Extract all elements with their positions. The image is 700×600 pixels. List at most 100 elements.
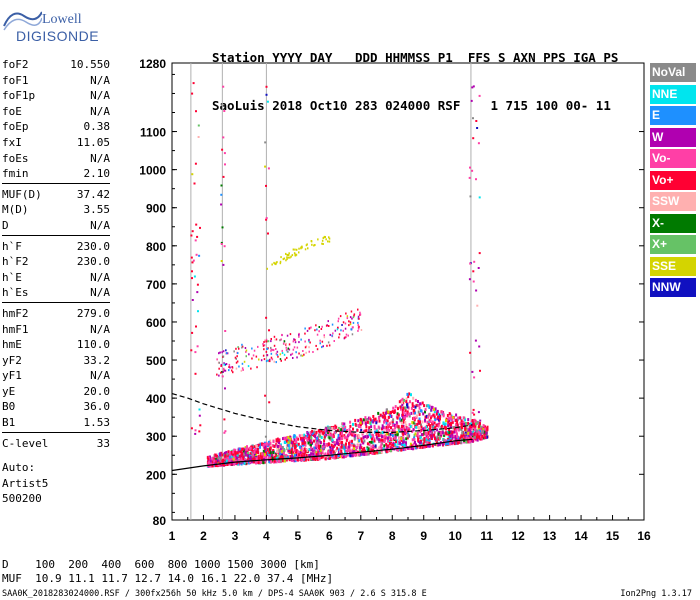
echo-point	[359, 423, 362, 426]
echo-point	[483, 436, 486, 440]
y-tick-label: 1100	[140, 126, 166, 140]
echo-point	[406, 405, 409, 409]
echo-point	[316, 328, 318, 331]
echo-point	[455, 428, 458, 432]
echo-point	[344, 425, 347, 429]
echo-point	[352, 432, 355, 436]
echo-point	[333, 441, 336, 444]
echo-point	[372, 440, 375, 444]
echo-point	[455, 433, 458, 437]
echo-point	[414, 422, 417, 426]
echo-point	[308, 346, 310, 349]
echo-point	[474, 431, 477, 435]
echo-point	[367, 435, 369, 439]
echo-point	[363, 439, 366, 443]
echo-point	[360, 439, 363, 443]
echo-point	[420, 409, 422, 413]
echo-point	[220, 363, 223, 366]
echo-point	[227, 456, 230, 460]
noise-point	[196, 291, 199, 294]
echo-point	[437, 437, 440, 441]
echo-point	[216, 358, 218, 361]
echo-point	[241, 346, 243, 349]
echo-point	[234, 452, 237, 456]
echo-point	[336, 446, 339, 450]
echo-point	[421, 445, 424, 449]
echo-point	[247, 365, 250, 368]
echo-point	[420, 439, 422, 443]
echo-point	[383, 414, 386, 418]
param-row: yE 20.0	[2, 384, 110, 400]
echo-point	[385, 411, 387, 415]
echo-point	[446, 414, 449, 417]
echo-point	[258, 358, 260, 361]
echo-point	[330, 443, 333, 447]
echo-point	[219, 457, 222, 461]
echo-point	[245, 350, 247, 353]
echo-point	[331, 323, 334, 326]
echo-point	[276, 350, 279, 353]
echo-point	[318, 439, 320, 442]
echo-point	[433, 421, 436, 425]
noise-point	[265, 217, 268, 220]
echo-point	[349, 323, 352, 326]
echo-point	[245, 355, 247, 358]
noise-point	[224, 387, 226, 390]
echo-point	[225, 352, 228, 355]
echo-point	[482, 429, 485, 433]
echo-point	[302, 449, 305, 453]
noise-point	[267, 232, 269, 235]
echo-point	[360, 428, 363, 432]
echo-point	[297, 450, 300, 454]
echo-point	[288, 446, 291, 450]
echo-point	[337, 426, 340, 430]
echo-point	[281, 453, 284, 457]
echo-point	[242, 457, 245, 460]
echo-point	[227, 450, 230, 454]
echo-point	[235, 347, 237, 350]
echo-point	[236, 355, 238, 358]
echo-point	[283, 340, 286, 343]
echo-point	[240, 456, 243, 460]
echo-point	[223, 367, 225, 370]
echo-point	[411, 404, 414, 408]
echo-point	[383, 440, 386, 443]
echo-point	[451, 436, 454, 440]
lowell-digisonde-logo: Lowell DIGISONDE	[2, 6, 112, 46]
echo-point	[393, 423, 396, 427]
echo-point	[456, 423, 459, 427]
echo-point	[393, 410, 396, 413]
echo-point	[331, 334, 333, 337]
echo-point	[246, 445, 248, 449]
echo-point	[309, 443, 312, 447]
echo-point	[291, 446, 294, 450]
echo-point	[332, 435, 335, 438]
echo-point	[381, 438, 384, 442]
echo-point	[255, 461, 257, 465]
echo-point	[429, 427, 431, 431]
header-line2: SaoLuis 2018 Oct10 283 024000 RSF 1 715 …	[212, 98, 611, 113]
echo-point	[467, 434, 470, 438]
echo-point	[279, 353, 282, 356]
echo-point	[338, 336, 340, 339]
echo-point	[387, 410, 390, 414]
echo-point	[467, 421, 470, 425]
echo-point	[461, 434, 464, 438]
echo-point	[397, 425, 400, 429]
echo-point	[413, 418, 416, 422]
echo-point	[345, 333, 348, 336]
echo-point	[295, 458, 298, 462]
param-group: hmF2 279.0 hmF1 N/A hmE 110.0 yF2 33.2 yF1 N/A yE 2…	[2, 306, 110, 433]
echo-point	[369, 448, 372, 452]
echo-point	[257, 455, 260, 459]
echo-point	[276, 261, 278, 264]
echo-point	[317, 238, 319, 241]
echo-point	[268, 453, 271, 457]
echo-point	[295, 439, 297, 443]
echo-point	[417, 419, 420, 423]
noise-point	[222, 136, 225, 139]
echo-point	[251, 458, 254, 462]
echo-point	[327, 240, 329, 243]
echo-point	[349, 449, 352, 453]
echo-point	[228, 462, 231, 466]
